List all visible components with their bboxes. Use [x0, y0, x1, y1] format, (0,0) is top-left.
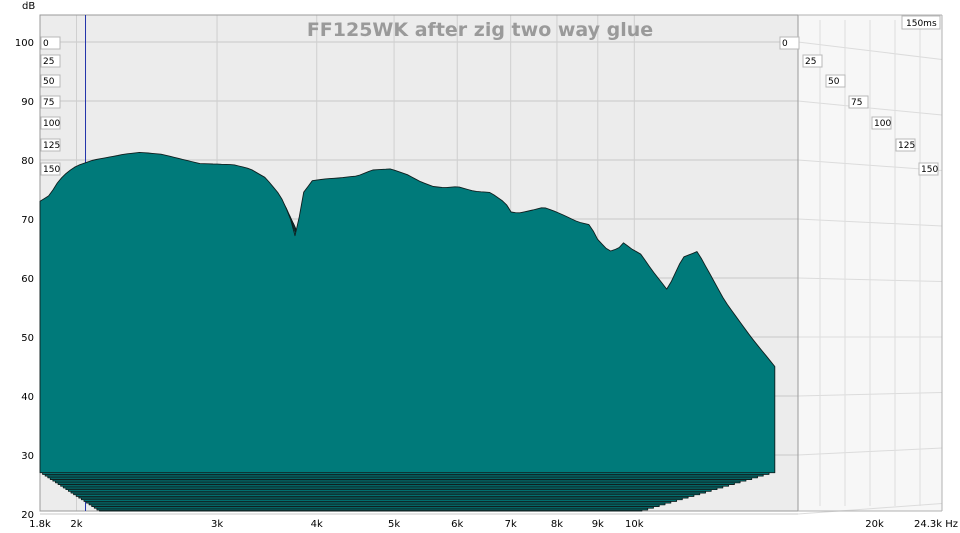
- time-label-right-box: [779, 36, 800, 50]
- x-tick-label: 4k: [311, 519, 323, 530]
- x-tick-label: 5k: [388, 519, 400, 530]
- y-tick-label: 60: [21, 274, 34, 285]
- x-tick-label: 8k: [551, 519, 563, 530]
- time-label-left: 25: [43, 57, 54, 67]
- time-label-left: 50: [43, 77, 55, 87]
- time-label-right: 75: [851, 98, 862, 108]
- x-tick-label: 7k: [505, 519, 517, 530]
- time-label-left-box: [40, 36, 61, 50]
- time-axis-label: 150ms: [906, 19, 937, 29]
- x-tick-label: 20k: [865, 519, 884, 530]
- time-label-right-box: [918, 162, 939, 176]
- x-tick-label: 1.8k: [29, 519, 51, 530]
- time-axis-label-box: [901, 15, 941, 30]
- time-label-right-box: [871, 116, 892, 130]
- time-label-right-box: [848, 95, 869, 109]
- time-label-right: 100: [874, 119, 891, 129]
- time-label-left: 150: [43, 165, 60, 175]
- y-tick-label: 40: [21, 392, 34, 403]
- slices-layer: [39, 151, 776, 512]
- time-label-left-box: [40, 95, 61, 109]
- time-label-left: 0: [43, 39, 49, 49]
- y-tick-label: 20: [21, 510, 34, 521]
- time-label-left-box: [40, 162, 61, 176]
- time-label-right: 125: [898, 141, 915, 151]
- time-label-right: 0: [782, 39, 788, 49]
- time-label-left: 100: [43, 119, 60, 129]
- time-label-left: 125: [43, 141, 60, 151]
- x-tick-label: 24.3k Hz: [914, 519, 958, 530]
- time-label-left-box: [40, 74, 61, 88]
- time-label-left-box: [40, 54, 61, 68]
- label-layer: dB 100 90 80 70 60 50 40 30 201.8k 2k 3k 4k 5k 6k 7k 8k 9…: [15, 1, 958, 530]
- time-label-right-box: [802, 54, 823, 68]
- x-tick-label: 2k: [70, 519, 82, 530]
- y-axis-label: dB: [22, 1, 35, 12]
- time-label-right-box: [895, 138, 916, 152]
- y-tick-label: 90: [21, 97, 34, 108]
- side-gridline: [797, 503, 943, 515]
- time-label-right: 50: [828, 77, 840, 87]
- x-tick-label: 10k: [625, 519, 644, 530]
- x-tick-label: 6k: [451, 519, 463, 530]
- time-label-right: 25: [805, 57, 816, 67]
- chart-title: FF125WK after zig two way glue: [307, 19, 653, 41]
- y-tick-label: 100: [15, 38, 34, 49]
- time-label-left-box: [40, 116, 61, 130]
- x-tick-label: 9k: [592, 519, 604, 530]
- time-label-right: 150: [921, 165, 938, 175]
- y-tick-label: 80: [21, 156, 34, 167]
- time-label-left: 75: [43, 98, 54, 108]
- waterfall-slice: [39, 151, 776, 474]
- y-tick-label: 30: [21, 451, 34, 462]
- x-tick-label: 3k: [211, 519, 223, 530]
- time-label-left-box: [40, 138, 61, 152]
- time-label-right-box: [825, 74, 846, 88]
- y-tick-label: 70: [21, 215, 34, 226]
- y-tick-label: 50: [21, 333, 34, 344]
